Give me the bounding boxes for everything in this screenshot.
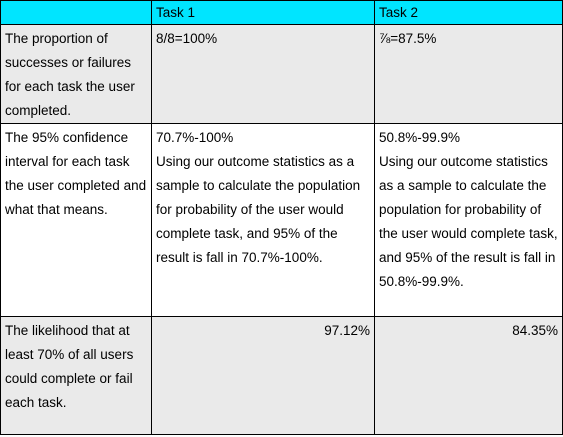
task-1-interval-note: Using our outcome statistics as a sample… <box>156 154 361 265</box>
cell-task-1-confidence-interval: 70.7%-100% Using our outcome statistics … <box>151 123 375 317</box>
row-label-likelihood: The likelihood that at least 70% of all … <box>0 316 152 435</box>
task-1-interval-range: 70.7%-100% <box>156 130 234 145</box>
task-2-interval-note: Using our outcome statistics as a sample… <box>379 154 558 289</box>
cell-task-1-proportion: 8/8=100% <box>151 24 375 124</box>
header-cell-task-1: Task 1 <box>151 0 375 25</box>
row-label-proportion: The proportion of successes or failures … <box>0 24 152 124</box>
task-2-interval-range: 50.8%-99.9% <box>379 130 461 145</box>
cell-task-2-proportion: ⅞=87.5% <box>374 24 563 124</box>
table-row: The proportion of successes or failures … <box>0 24 563 124</box>
cell-task-2-confidence-interval: 50.8%-99.9% Using our outcome statistics… <box>374 123 563 317</box>
row-label-confidence-interval: The 95% confidence interval for each tas… <box>0 123 152 317</box>
table-row: The 95% confidence interval for each tas… <box>0 123 563 317</box>
cell-task-2-likelihood: 84.35% <box>374 316 563 435</box>
table-header-row: Task 1 Task 2 <box>0 0 563 25</box>
table-row: The likelihood that at least 70% of all … <box>0 316 563 435</box>
header-cell-empty <box>0 0 152 25</box>
header-cell-task-2: Task 2 <box>374 0 563 25</box>
cell-task-1-likelihood: 97.12% <box>151 316 375 435</box>
